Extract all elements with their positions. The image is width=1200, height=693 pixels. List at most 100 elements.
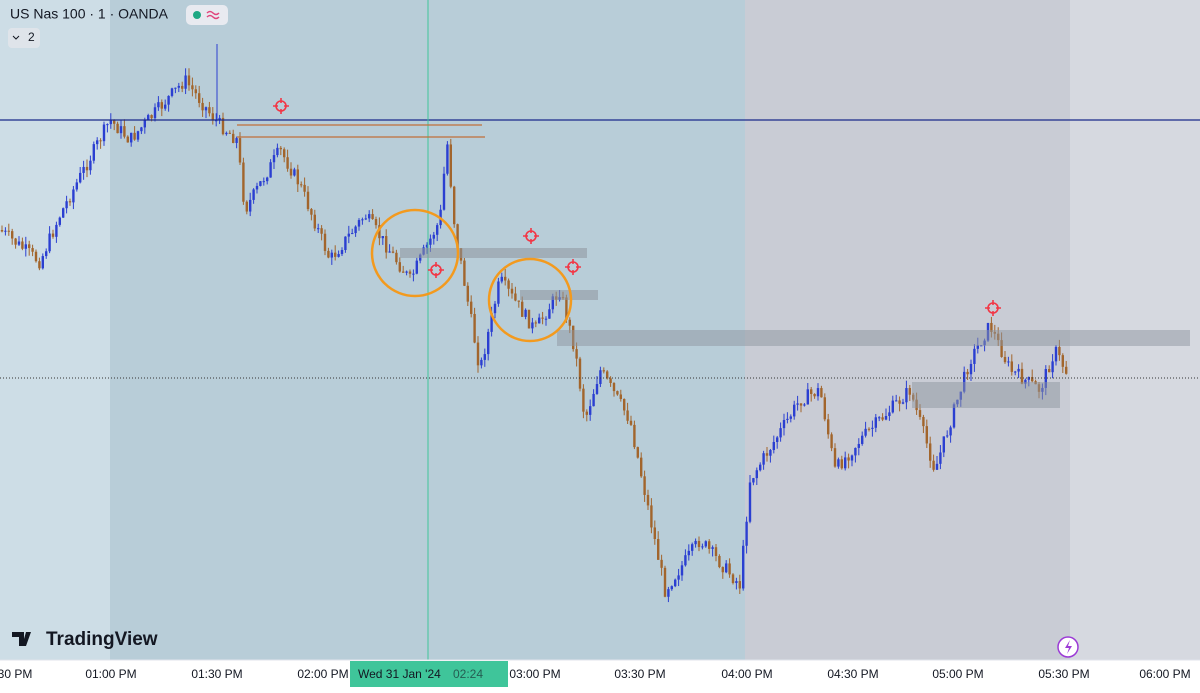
candle-body (306, 191, 310, 210)
candle-body (708, 541, 711, 549)
status-icon (206, 10, 220, 20)
candle-body (504, 276, 507, 281)
candle-body (1007, 361, 1010, 363)
candle-body (1000, 340, 1003, 357)
candle-body (1014, 371, 1017, 373)
candle-body (650, 505, 653, 528)
target-cross (565, 259, 581, 275)
candle-body (55, 224, 58, 237)
candle-body (592, 393, 595, 407)
candle-body (412, 273, 415, 275)
candle-body (711, 547, 714, 549)
candle-body (330, 252, 333, 258)
candle-body (680, 565, 684, 576)
candle-body (823, 397, 826, 420)
candle-body (847, 457, 850, 461)
candle-body (126, 136, 129, 143)
candle-body (884, 416, 888, 420)
status-dot (193, 11, 201, 19)
candle-body (619, 394, 622, 399)
candle-body (745, 521, 748, 546)
candle-body (990, 322, 993, 332)
candle-body (636, 447, 639, 458)
candle-body (177, 85, 180, 88)
candle-body (891, 400, 894, 413)
candle-body (922, 416, 925, 427)
candle-body (731, 574, 735, 584)
candle-body (864, 428, 867, 436)
candle-body (578, 358, 582, 389)
candle-body (793, 404, 796, 417)
candle-body (425, 244, 429, 248)
candle-body (320, 228, 323, 234)
candle-body (629, 420, 633, 425)
candle-body (7, 230, 10, 232)
candle-body (963, 371, 966, 392)
candle-body (701, 546, 704, 548)
candle-body (211, 113, 214, 121)
candle-body (65, 201, 68, 209)
candle-body (534, 322, 537, 324)
x-tick-label: 03:00 PM (509, 667, 560, 681)
candle-body (327, 250, 330, 258)
candle-body (215, 120, 218, 122)
candle-body (21, 241, 24, 249)
candle-body (228, 132, 231, 134)
candle-body (738, 581, 741, 589)
candle-body (833, 448, 837, 467)
candle-body (123, 126, 126, 137)
candle-body (266, 177, 269, 182)
candle-body (929, 443, 932, 461)
x-tick-label: 30 PM (0, 667, 32, 681)
candle-body (48, 233, 51, 252)
candle-body (565, 297, 568, 320)
x-tick-label: 05:30 PM (1038, 667, 1089, 681)
candle-body (300, 184, 303, 186)
candle-body (663, 567, 667, 597)
candle-body (935, 463, 939, 470)
candle-body (541, 317, 544, 319)
candle-body (313, 214, 316, 229)
candle-body (844, 457, 847, 469)
candle-body (609, 378, 612, 384)
candle-body (187, 75, 191, 86)
candle-body (75, 182, 78, 190)
candle-body (803, 404, 806, 406)
candle-body (272, 155, 276, 163)
x-tick-label: 04:00 PM (721, 667, 772, 681)
candle-body (769, 450, 772, 456)
candle-body (735, 581, 738, 584)
candle-body (323, 233, 327, 251)
candle-body (446, 144, 449, 174)
candle-body (752, 478, 755, 483)
candle-body (242, 162, 245, 202)
candle-body (500, 276, 503, 282)
candle-body (371, 214, 374, 220)
candle-body (364, 218, 367, 220)
candle-body (24, 244, 27, 249)
candle-body (286, 157, 289, 169)
candle-body (806, 389, 809, 405)
candle-body (381, 236, 384, 239)
candle-body (643, 476, 646, 495)
indicator-toggle[interactable] (8, 28, 40, 48)
candle-body (157, 102, 160, 108)
target-cross (273, 98, 289, 114)
candle-body (255, 185, 259, 190)
candle-body (490, 313, 493, 332)
candle-body (524, 309, 527, 317)
candle-body (527, 309, 531, 329)
candle-body (89, 160, 92, 171)
candle-body (905, 388, 908, 403)
candle-body (181, 85, 184, 89)
candle-body (799, 403, 803, 406)
candle-body (1031, 377, 1034, 382)
candle-body (548, 309, 551, 319)
candle-body (279, 147, 282, 150)
candle-body (517, 300, 520, 302)
candle-body (582, 388, 585, 412)
candle-body (694, 540, 697, 545)
candle-body (497, 281, 500, 304)
candle-body (1065, 366, 1068, 374)
candle-body (510, 288, 514, 294)
